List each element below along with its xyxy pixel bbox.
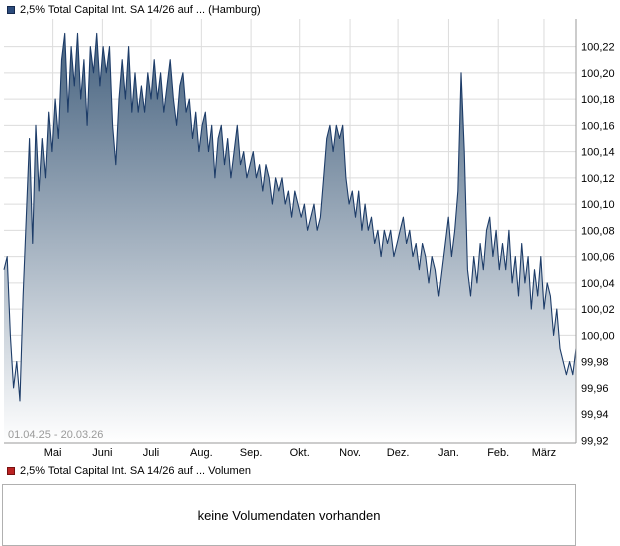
svg-text:Dez.: Dez. [387, 447, 410, 459]
svg-text:100,08: 100,08 [581, 225, 615, 237]
volume-series-swatch-icon [7, 467, 15, 475]
price-series-swatch-icon [7, 6, 15, 14]
svg-text:99,92: 99,92 [581, 435, 609, 447]
svg-text:01.04.25 - 20.03.26: 01.04.25 - 20.03.26 [8, 429, 103, 441]
svg-text:100,00: 100,00 [581, 330, 615, 342]
no-volume-message: keine Volumendaten vorhanden [197, 507, 381, 523]
svg-text:100,14: 100,14 [581, 147, 615, 159]
svg-text:Aug.: Aug. [190, 447, 213, 459]
svg-text:100,02: 100,02 [581, 304, 615, 316]
svg-text:100,22: 100,22 [581, 42, 615, 54]
svg-text:100,12: 100,12 [581, 173, 615, 185]
svg-text:Okt.: Okt. [290, 447, 310, 459]
price-legend: 2,5% Total Capital Int. SA 14/26 auf ...… [0, 0, 620, 17]
svg-text:99,96: 99,96 [581, 383, 609, 395]
price-chart: 100,22 100,20 100,18 100,16 100,14 100,12 100,… [3, 19, 615, 459]
svg-text:100,16: 100,16 [581, 120, 615, 132]
volume-panel: keine Volumendaten vorhanden [2, 484, 576, 546]
svg-text:Nov.: Nov. [339, 447, 361, 459]
svg-text:Sep.: Sep. [240, 447, 263, 459]
svg-text:99,94: 99,94 [581, 409, 609, 421]
svg-text:100,18: 100,18 [581, 94, 615, 106]
svg-text:99,98: 99,98 [581, 357, 609, 369]
svg-text:Jan.: Jan. [438, 447, 459, 459]
svg-text:März: März [532, 447, 556, 459]
svg-text:100,06: 100,06 [581, 252, 615, 264]
svg-text:100,20: 100,20 [581, 68, 615, 80]
svg-text:100,10: 100,10 [581, 199, 615, 211]
svg-text:Juli: Juli [143, 447, 160, 459]
svg-text:Juni: Juni [92, 447, 112, 459]
svg-text:Feb.: Feb. [487, 447, 509, 459]
price-series-label: 2,5% Total Capital Int. SA 14/26 auf ...… [20, 4, 261, 16]
volume-legend: 2,5% Total Capital Int. SA 14/26 auf ...… [0, 461, 620, 479]
svg-text:Mai: Mai [44, 447, 62, 459]
volume-series-label: 2,5% Total Capital Int. SA 14/26 auf ...… [20, 465, 251, 477]
svg-text:100,04: 100,04 [581, 278, 615, 290]
